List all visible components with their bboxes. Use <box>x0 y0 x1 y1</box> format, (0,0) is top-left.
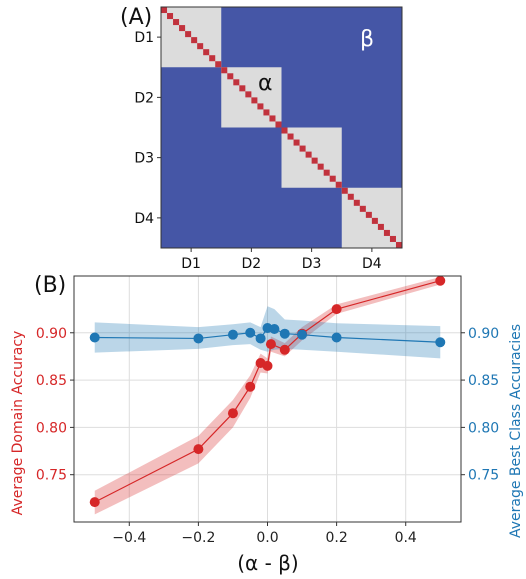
right-axis-title: Average Best Class Accuracies <box>508 324 524 538</box>
diagonal-cell <box>245 91 252 98</box>
panel-a-label: (A) <box>120 5 152 30</box>
heatmap-frame <box>160 6 403 249</box>
diagonal-cell <box>161 7 168 14</box>
class-accuracy-point <box>255 333 266 344</box>
x-tick-label: 0.0 <box>256 530 278 546</box>
alpha-annotation: α <box>258 71 273 96</box>
right-tick-label: 0.80 <box>468 420 499 436</box>
diagonal-cell <box>197 43 204 50</box>
diagonal-cell <box>377 223 384 230</box>
left-axis-title: Average Domain Accuracy <box>10 331 26 516</box>
class-accuracy-point <box>297 329 308 340</box>
line-plot: −0.4 −0.2 0.0 0.2 0.4 0.75 0.75 0.80 0.80 0.85 0.8… <box>36 275 499 546</box>
heatmap <box>161 7 402 248</box>
heatmap-x-tick-label: D3 <box>302 256 322 272</box>
x-tick-label: −0.4 <box>112 530 146 546</box>
diagonal-cell <box>383 229 390 236</box>
diagonal-cell <box>365 211 372 218</box>
heatmap-y-tick-label: D3 <box>134 151 154 167</box>
heatmap-ticks: D1 D1 D2 D2 D3 D3 D4 D4 <box>134 30 381 272</box>
x-tick-label: −0.2 <box>181 530 215 546</box>
diagonal-cell <box>167 13 174 20</box>
domain-accuracy-point <box>227 408 238 419</box>
class-accuracy-point <box>331 332 342 343</box>
domain-accuracy-point <box>262 360 273 371</box>
diagonal-cell <box>269 115 276 122</box>
diagonal-cell <box>335 181 342 188</box>
diagonal-cell <box>305 151 312 158</box>
class-accuracy-point <box>279 328 290 339</box>
class-accuracy-point <box>193 333 204 344</box>
x-tick-label: 0.4 <box>395 530 417 546</box>
heatmap-x-tick-label: D1 <box>181 256 201 272</box>
diagonal-cell <box>347 193 354 200</box>
diagonal-cell <box>371 217 378 224</box>
diagonal-cell <box>287 133 294 140</box>
domain-accuracy-band <box>94 276 441 515</box>
left-tick-label: 0.75 <box>36 468 67 484</box>
heatmap-y-tick-label: D4 <box>134 211 154 227</box>
class-accuracy-point <box>245 327 256 338</box>
x-axis-title: (α - β) <box>237 551 298 575</box>
domain-accuracy-point <box>265 339 276 350</box>
left-tick-label: 0.80 <box>36 420 67 436</box>
diagonal-cell <box>275 121 282 128</box>
diagonal-cell <box>281 127 288 134</box>
domain-accuracy-point <box>435 275 446 286</box>
diagonal-cell <box>317 163 324 170</box>
diagonal-cell <box>395 241 402 248</box>
diagonal-cell <box>329 175 336 182</box>
diagonal-cell <box>239 85 246 92</box>
class-accuracy-point <box>89 332 100 343</box>
diagonal-cell <box>293 139 300 146</box>
diagonal-cell <box>389 235 396 242</box>
diagonal-cell <box>353 199 360 206</box>
diagonal-cell <box>341 187 348 194</box>
diagonal-cell <box>227 73 234 80</box>
left-tick-label: 0.85 <box>36 373 67 389</box>
domain-accuracy-point <box>279 344 290 355</box>
diagonal-cell <box>311 157 318 164</box>
beta-annotation: β <box>360 27 374 52</box>
diagonal-cell <box>215 61 222 68</box>
class-accuracy-point <box>435 337 446 348</box>
heatmap-y-tick-label: D2 <box>134 90 154 106</box>
right-tick-label: 0.75 <box>468 468 499 484</box>
diagonal-cell <box>257 103 264 110</box>
diagonal-cell <box>251 97 258 104</box>
heatmap-x-tick-label: D4 <box>362 256 382 272</box>
class-accuracy-point <box>227 329 238 340</box>
diagonal-cell <box>191 37 198 44</box>
left-tick-label: 0.90 <box>36 326 67 342</box>
right-tick-label: 0.85 <box>468 373 499 389</box>
diagonal-cell <box>263 109 270 116</box>
diagonal-cell <box>299 145 306 152</box>
domain-accuracy-point <box>193 444 204 455</box>
diagonal-cell <box>359 205 366 212</box>
right-tick-label: 0.90 <box>468 326 499 342</box>
heatmap-y-tick-label: D1 <box>134 30 154 46</box>
diagonal-cell <box>179 25 186 32</box>
diagonal-cell <box>323 169 330 176</box>
diagonal-cell <box>233 79 240 86</box>
diagonal-cell <box>221 67 228 74</box>
diagonal-cell <box>203 49 210 56</box>
heatmap-x-tick-label: D2 <box>242 256 262 272</box>
domain-accuracy-point <box>89 497 100 508</box>
diagonal-cell <box>173 19 180 26</box>
x-tick-label: 0.2 <box>325 530 347 546</box>
domain-accuracy-point <box>331 304 342 315</box>
panel-b-label: (B) <box>34 273 66 298</box>
domain-accuracy-point <box>245 381 256 392</box>
diagonal-cell <box>209 55 216 62</box>
diagonal-cell <box>185 31 192 38</box>
class-accuracy-point <box>269 323 280 334</box>
